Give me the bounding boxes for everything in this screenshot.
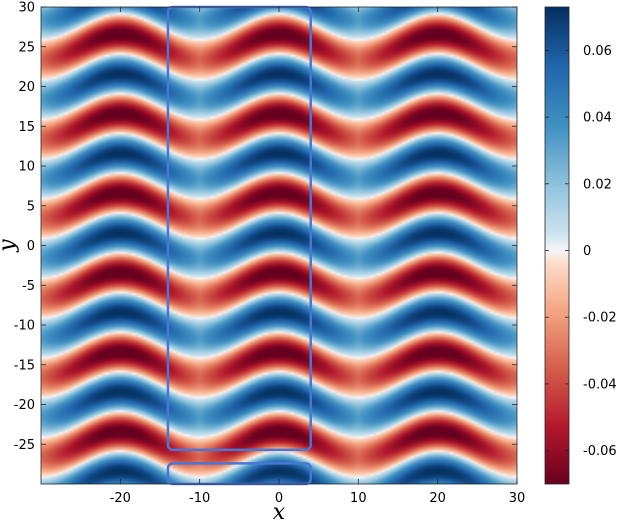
y-tick-label: -20 bbox=[14, 398, 35, 413]
colorbar: 0.06 0.04 0.02 0 -0.02 -0.04 -0.06 bbox=[544, 6, 617, 485]
y-tick-label: 20 bbox=[18, 80, 35, 95]
axes: -20 -10 0 10 20 30 30 25 20 15 10 5 0 -5 -10 -15 -20 -25 bbox=[14, 1, 526, 507]
heatmap-image bbox=[41, 7, 517, 484]
x-tick-label: 0 bbox=[275, 491, 283, 506]
y-tick-label: 30 bbox=[18, 1, 35, 16]
colorbar-tick-label: -0.02 bbox=[583, 311, 617, 326]
y-tick-label: -5 bbox=[22, 279, 35, 294]
colorbar-tick-label: -0.06 bbox=[583, 444, 617, 459]
y-tick-label: 15 bbox=[18, 120, 35, 135]
y-tick-label: -10 bbox=[14, 319, 35, 334]
colorbar-tick-label: 0.04 bbox=[583, 111, 612, 126]
colorbar-tick-label: 0.02 bbox=[583, 177, 612, 192]
y-tick-label: -15 bbox=[14, 358, 35, 373]
colorbar-gradient bbox=[545, 7, 569, 484]
y-tick-label: 0 bbox=[27, 239, 35, 254]
colorbar-tick-label: 0 bbox=[583, 244, 591, 259]
y-tick-label: 10 bbox=[18, 160, 35, 175]
y-axis-title: y bbox=[0, 239, 20, 253]
colorbar-frame bbox=[544, 6, 570, 485]
x-tick-label: 20 bbox=[429, 491, 446, 506]
x-tick-label: 30 bbox=[509, 491, 526, 506]
heatmap-plot-area bbox=[41, 7, 517, 484]
colorbar-tick-label: -0.04 bbox=[583, 377, 617, 392]
y-tick-label: 5 bbox=[27, 199, 35, 214]
x-axis-title: x bbox=[273, 500, 286, 524]
x-tick-label: -20 bbox=[110, 491, 131, 506]
y-tick-label: -25 bbox=[14, 438, 35, 453]
x-tick-label: -10 bbox=[189, 491, 210, 506]
y-tick-label: 25 bbox=[18, 40, 35, 55]
colorbar-tick-label: 0.06 bbox=[583, 44, 612, 59]
x-tick-label: 10 bbox=[350, 491, 367, 506]
